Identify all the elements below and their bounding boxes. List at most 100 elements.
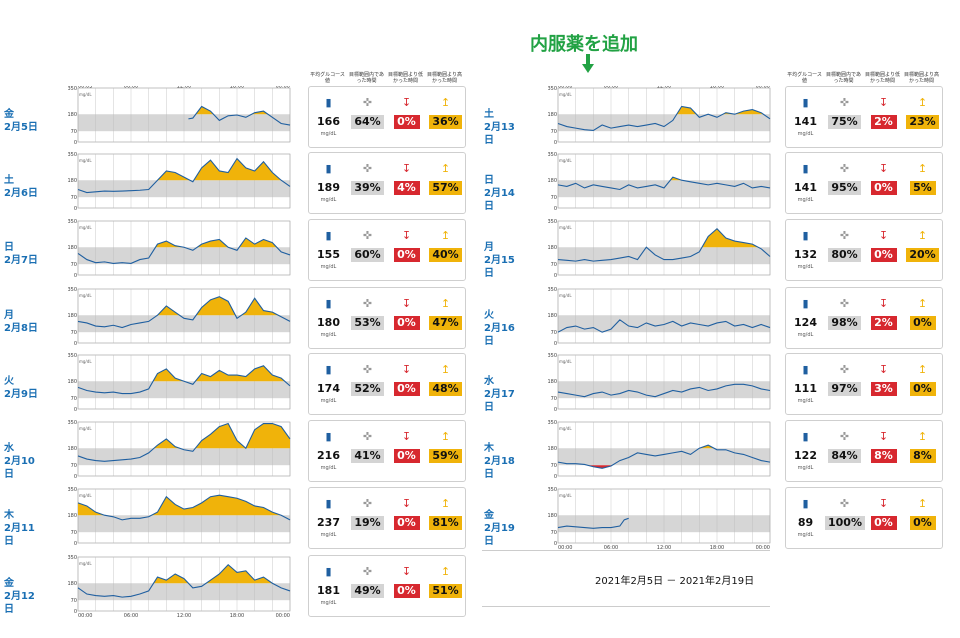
stat-high: 5% <box>909 181 936 195</box>
stat-avg: 166 <box>317 115 340 128</box>
arrow-up-icon: ↥ <box>917 297 928 310</box>
glucose-meter-icon: ▮ <box>325 297 332 310</box>
x-tick-label: 00:00 <box>756 545 770 549</box>
stat-low: 3% <box>870 382 897 396</box>
stat-avg: 141 <box>794 115 817 128</box>
stat-cell: ▮ 216 mg/dL <box>309 421 348 481</box>
high-area <box>196 296 236 316</box>
divider <box>482 550 770 551</box>
weekday: 金 <box>4 578 14 589</box>
stat-cell: ↧ 0% <box>387 288 426 348</box>
y-tick-label: 180 <box>68 581 77 587</box>
high-area <box>151 495 282 516</box>
glucose-meter-icon: ▮ <box>325 497 332 510</box>
high-area <box>157 305 180 316</box>
glucose-line <box>188 105 291 126</box>
x-tick-label: 00:00 <box>78 613 92 617</box>
stat-avg: 180 <box>317 316 340 329</box>
arrow-up-icon: ↥ <box>440 430 451 443</box>
arrow-down-icon: ↧ <box>878 363 889 376</box>
stat-cell: ✜ 53% <box>348 288 387 348</box>
arrow-up-icon: ↥ <box>440 297 451 310</box>
y-tick-label: 70 <box>551 195 557 201</box>
unit-label: mg/dL <box>79 293 92 298</box>
chart-container: 350 180 70 0 mg/dL <box>547 287 774 349</box>
stat-unit: mg/dL <box>797 465 814 471</box>
stat-cell: ✜ 84% <box>825 421 864 481</box>
stat-in-range: 49% <box>351 584 384 598</box>
stat-low: 0% <box>870 516 897 530</box>
glucose-line <box>77 422 291 462</box>
stat-cell: ↧ 4% <box>387 153 426 213</box>
y-tick-label: 180 <box>68 379 77 385</box>
y-tick-label: 70 <box>71 330 77 336</box>
stat-cell: ↥ 20% <box>903 220 942 280</box>
glucose-line <box>77 494 291 521</box>
weekday: 金 <box>484 510 494 521</box>
day-label: 金 2月19日 <box>484 509 524 548</box>
date: 2月15日 <box>484 255 515 279</box>
date: 2月19日 <box>484 523 515 547</box>
stats-header: 目標範囲より低かった時間 <box>865 72 900 84</box>
y-tick-label: 70 <box>71 262 77 268</box>
stats-card: ▮ 122 mg/dL ✜ 84% ↧ 8% ↥ 8% <box>785 420 943 482</box>
y-tick-label: 70 <box>71 530 77 536</box>
y-tick-label: 350 <box>68 555 77 561</box>
high-area <box>734 109 764 115</box>
x-tick-label: 06:00 <box>124 613 138 617</box>
stat-high: 0% <box>909 516 936 530</box>
chart-container: 350 180 70 0 00:00 06:00 12:00 18:00 00:00 mg/dL <box>67 555 294 619</box>
high-area <box>157 170 190 181</box>
arrow-down-icon: ↧ <box>401 297 412 310</box>
stat-cell: ↥ 57% <box>426 153 465 213</box>
glucose-meter-icon: ▮ <box>325 363 332 376</box>
day-label: 火 2月16日 <box>484 309 524 348</box>
stat-unit: mg/dL <box>320 332 337 338</box>
stat-avg: 132 <box>794 248 817 261</box>
day-label: 金 2月5日 <box>4 108 44 134</box>
chart-container: 350 180 70 0 mg/dL <box>67 152 294 214</box>
unit-label: mg/dL <box>559 493 572 498</box>
stat-avg: 155 <box>317 248 340 261</box>
day-label: 木 2月18日 <box>484 442 524 481</box>
stat-unit: mg/dL <box>320 398 337 404</box>
target-icon: ✜ <box>362 363 373 376</box>
x-tick-label: 12:00 <box>177 86 191 90</box>
arrow-up-icon: ↥ <box>917 363 928 376</box>
stat-low: 2% <box>870 316 897 330</box>
stat-high: 81% <box>429 516 462 530</box>
stat-cell: ↥ 0% <box>903 354 942 414</box>
high-area <box>195 365 285 382</box>
chart-container: 350 180 70 0 mg/dL <box>67 487 294 549</box>
stat-avg: 216 <box>317 449 340 462</box>
high-area <box>197 239 229 248</box>
stat-cell: ↧ 0% <box>864 153 903 213</box>
y-tick-label: 350 <box>548 86 557 92</box>
target-icon: ✜ <box>362 497 373 510</box>
stat-in-range: 95% <box>828 181 861 195</box>
x-tick-label: 00:00 <box>756 86 770 90</box>
stats-card: ▮ 189 mg/dL ✜ 39% ↧ 4% ↥ 57% <box>308 152 466 214</box>
day-label: 水 2月17日 <box>484 375 524 414</box>
stats-header: 目標範囲より高かった時間 <box>427 72 462 84</box>
glucose-chart: 350 180 70 0 mg/dL <box>547 219 771 279</box>
y-tick-label: 70 <box>551 262 557 268</box>
stats-header: 目標範囲内であった時間 <box>349 72 384 84</box>
high-area <box>193 158 282 181</box>
date: 2月12日 <box>4 591 35 615</box>
y-tick-label: 350 <box>68 86 77 92</box>
y-tick-label: 180 <box>548 446 557 452</box>
stat-cell: ↧ 0% <box>864 488 903 548</box>
target-icon: ✜ <box>839 430 850 443</box>
arrow-down-icon: ↧ <box>401 363 412 376</box>
stat-high: 0% <box>909 382 936 396</box>
stat-cell: ✜ 19% <box>348 488 387 548</box>
y-tick-label: 350 <box>68 353 77 359</box>
date: 2月14日 <box>484 188 515 212</box>
high-area <box>245 423 290 449</box>
glucose-chart: 350 180 70 0 mg/dL <box>547 353 771 413</box>
stat-unit: mg/dL <box>320 131 337 137</box>
stats-card: ▮ 216 mg/dL ✜ 41% ↧ 0% ↥ 59% <box>308 420 466 482</box>
stat-avg: 122 <box>794 449 817 462</box>
